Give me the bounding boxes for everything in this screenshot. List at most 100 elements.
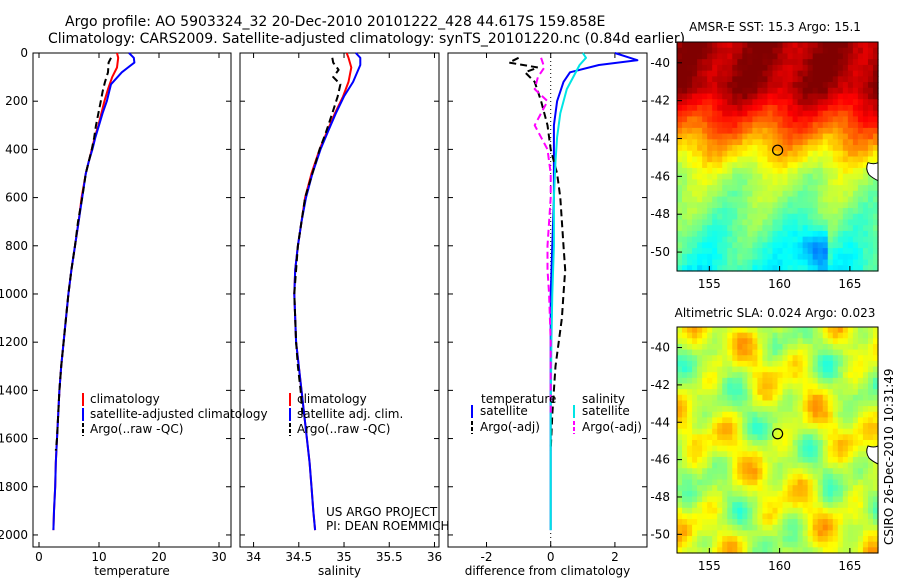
map-cell xyxy=(777,400,784,407)
map-cell xyxy=(712,507,718,515)
map-cell xyxy=(777,82,784,89)
map-cell xyxy=(742,82,748,89)
map-cell xyxy=(802,93,809,100)
map-cell xyxy=(822,236,829,243)
map-cell xyxy=(797,434,804,441)
map-cell xyxy=(812,507,819,515)
map-cell xyxy=(727,127,733,135)
map-cell xyxy=(732,225,738,232)
map-cell xyxy=(817,145,824,152)
map-cell xyxy=(692,87,698,95)
map-cell xyxy=(712,377,718,385)
map-cell xyxy=(707,547,713,554)
map-cell xyxy=(712,547,718,554)
map-cell xyxy=(862,513,869,520)
map-cell xyxy=(777,383,784,390)
map-cell xyxy=(687,524,693,531)
map-cell xyxy=(677,219,683,226)
map-cell xyxy=(812,202,819,209)
map-cell xyxy=(697,417,703,424)
map-cell xyxy=(797,208,804,215)
map-cell xyxy=(842,202,849,209)
map-cell xyxy=(842,440,849,447)
map-cell xyxy=(867,219,874,226)
map-cell xyxy=(742,389,748,396)
map-cell xyxy=(702,59,708,66)
map-cell xyxy=(872,145,879,152)
map-cell xyxy=(737,394,743,402)
map-cell xyxy=(842,473,849,481)
map-cell xyxy=(812,372,819,379)
map-cell xyxy=(722,127,728,135)
map-cell xyxy=(767,53,774,60)
map-cell xyxy=(777,524,784,531)
map-cell xyxy=(752,524,759,531)
map-cell xyxy=(697,167,703,175)
map-cell xyxy=(827,445,834,452)
map-cell xyxy=(862,400,869,407)
map-cell xyxy=(832,377,839,385)
map-cell xyxy=(842,355,849,362)
map-cell xyxy=(727,473,733,481)
map-cell xyxy=(697,338,703,345)
map-cell xyxy=(817,417,824,424)
map-cell xyxy=(822,547,829,554)
map-cell xyxy=(812,473,819,481)
map-cell xyxy=(772,389,779,396)
map-cell xyxy=(822,519,829,526)
map-cell xyxy=(717,173,723,180)
map-cell xyxy=(832,87,839,95)
map-cell xyxy=(742,93,748,100)
map-cell xyxy=(842,145,849,152)
map-cell xyxy=(747,327,753,334)
map-cell xyxy=(772,53,779,60)
map-cell xyxy=(787,179,794,186)
map-cell xyxy=(712,456,718,464)
map-cell xyxy=(722,139,728,146)
map-cell xyxy=(707,225,713,232)
map-cell xyxy=(822,440,829,447)
map-cell xyxy=(822,150,829,158)
map-cell xyxy=(742,145,748,152)
map-cell xyxy=(692,248,698,255)
map-cell xyxy=(737,190,743,198)
map-cell xyxy=(717,248,723,255)
map-cell xyxy=(737,434,743,441)
map-raster xyxy=(677,42,879,272)
map-cell xyxy=(742,383,748,390)
map-cell xyxy=(692,462,698,469)
map-cell xyxy=(687,513,693,520)
map-cell xyxy=(682,496,688,503)
map-cell xyxy=(862,225,869,232)
map-cell xyxy=(782,76,789,83)
map-cell xyxy=(697,428,703,435)
map-cell xyxy=(827,519,834,526)
map-cell xyxy=(702,230,708,238)
map-cell xyxy=(872,219,879,226)
map-cell xyxy=(832,530,839,537)
map-cell xyxy=(712,355,718,362)
map-cell xyxy=(742,479,748,486)
map-cell xyxy=(747,196,753,203)
map-cell xyxy=(777,179,784,186)
map-cell xyxy=(747,76,753,83)
map-cell xyxy=(677,93,683,100)
map-cell xyxy=(757,127,764,135)
map-cell xyxy=(872,202,879,209)
map-cell xyxy=(707,150,713,158)
map-cell xyxy=(827,190,834,198)
map-cell xyxy=(767,462,774,469)
map-cell xyxy=(857,445,864,452)
map-cell xyxy=(862,473,869,481)
map-cell xyxy=(707,219,713,226)
map-cell xyxy=(767,59,774,66)
map-cell xyxy=(792,127,799,135)
map-cell xyxy=(677,479,683,486)
map-cell xyxy=(852,530,859,537)
map-cell xyxy=(827,332,834,339)
map-cell xyxy=(692,338,698,345)
map-cell xyxy=(812,173,819,180)
map-cell xyxy=(787,434,794,441)
map-cell xyxy=(697,162,703,169)
map-cell xyxy=(752,167,759,175)
